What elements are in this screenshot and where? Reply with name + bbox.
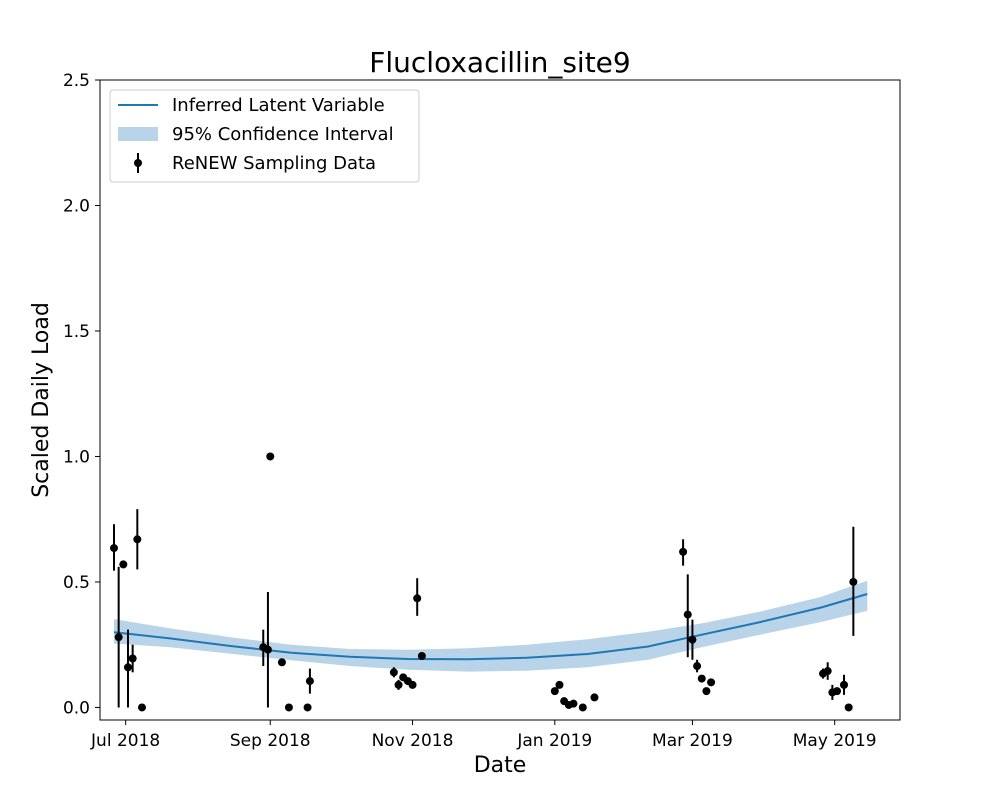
data-point [679, 547, 688, 556]
y-tick-label: 0.5 [63, 573, 90, 593]
data-point [119, 560, 128, 569]
y-tick-label: 2.5 [63, 71, 90, 91]
data-point [408, 680, 417, 689]
y-axis: 0.0 0.5 1.0 1.5 2.0 2.5 [63, 71, 100, 718]
data-point [305, 677, 314, 686]
y-tick-label: 2.0 [63, 196, 90, 216]
data-point [707, 678, 716, 687]
data-point [128, 654, 137, 663]
data-point [590, 693, 599, 702]
data-point [277, 658, 286, 667]
y-tick-label: 0.0 [63, 698, 90, 718]
data-point [844, 703, 853, 712]
y-tick-label: 1.0 [63, 447, 90, 467]
data-point [688, 635, 697, 644]
data-point [413, 594, 422, 603]
data-point [284, 703, 293, 712]
data-point [702, 687, 711, 696]
data-point [569, 699, 578, 708]
x-tick-label: Sep 2018 [230, 731, 311, 751]
legend: Inferred Latent Variable 95% Confidence … [109, 89, 420, 183]
data-point [394, 680, 403, 689]
data-point [693, 662, 702, 671]
x-axis: Jul 2018 Sep 2018 Nov 2018 Jan 2019 Mar 2019… [90, 720, 877, 751]
data-point [123, 663, 132, 672]
latent-variable-line [113, 593, 868, 661]
plot-area [109, 452, 868, 712]
data-point [823, 667, 832, 676]
legend-label-line: Inferred Latent Variable [172, 95, 385, 116]
data-point [109, 544, 118, 553]
legend-label-points: ReNEW Sampling Data [172, 153, 376, 174]
chart-title: Flucloxacillin_site9 [369, 46, 630, 79]
data-point [263, 645, 272, 654]
legend-frame [109, 89, 420, 183]
x-axis-label: Date [474, 753, 527, 778]
x-tick-label: Mar 2019 [652, 731, 733, 751]
y-axis-label: Scaled Daily Load [29, 302, 54, 498]
plot-frame [99, 79, 901, 721]
confidence-band [114, 580, 868, 672]
data-point [555, 680, 564, 689]
data-point [833, 687, 842, 696]
legend-label-band: 95% Confidence Interval [172, 124, 394, 145]
y-tick-label: 1.5 [63, 322, 90, 342]
data-point [683, 610, 692, 619]
data-point [389, 668, 398, 677]
data-point [114, 633, 123, 642]
data-point [133, 535, 142, 544]
data-point [578, 703, 587, 712]
data-point [697, 674, 706, 683]
data-point [840, 680, 849, 689]
data-point [266, 452, 275, 461]
x-tick-label: Jan 2019 [516, 731, 592, 751]
x-tick-label: Jul 2018 [90, 731, 160, 751]
data-point [849, 577, 858, 586]
data-point [550, 687, 559, 696]
data-point [417, 652, 426, 660]
legend-band-swatch [118, 127, 158, 141]
data-point [303, 703, 312, 712]
x-tick-label: Nov 2018 [372, 731, 454, 751]
data-point [137, 703, 146, 712]
x-tick-label: May 2019 [793, 731, 877, 751]
legend-marker-swatch [134, 159, 142, 167]
